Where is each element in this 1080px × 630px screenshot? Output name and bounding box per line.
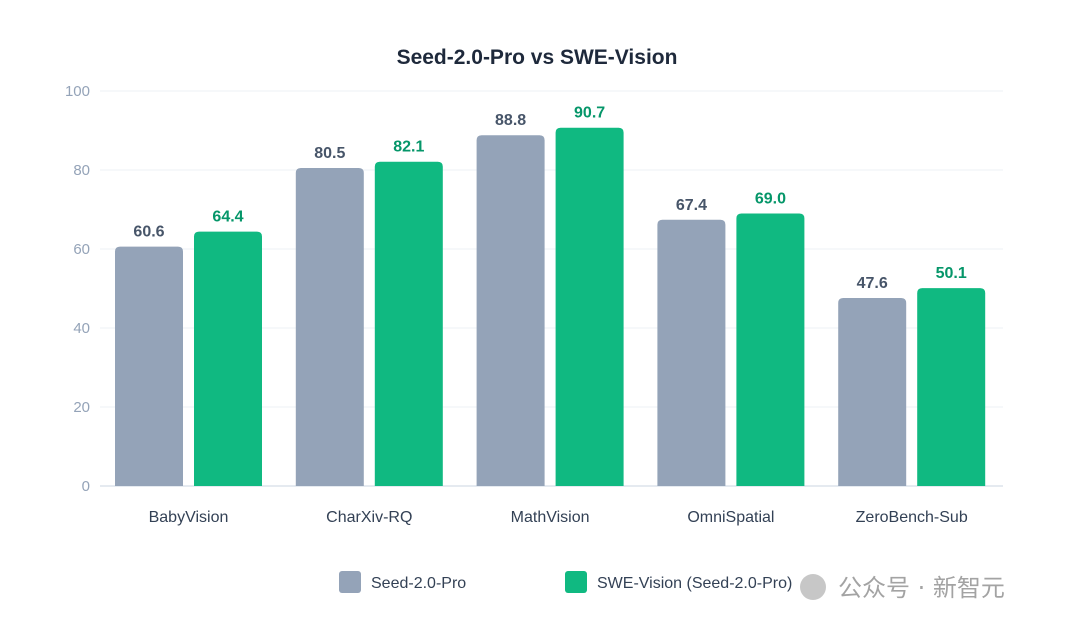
y-tick-label: 80 bbox=[73, 162, 90, 179]
data-label: 60.6 bbox=[133, 224, 164, 241]
watermark: 公众号 · 新智元 bbox=[838, 574, 1005, 602]
bar-seed bbox=[115, 246, 183, 486]
wechat-icon bbox=[800, 574, 826, 600]
bar-seed bbox=[838, 297, 907, 486]
bar-seed bbox=[295, 168, 364, 486]
bar-swe-vision bbox=[736, 213, 805, 486]
x-tick-label: MathVision bbox=[511, 509, 590, 526]
bar-swe-vision bbox=[555, 127, 624, 487]
chart-title: Seed-2.0-Pro vs SWE-Vision bbox=[397, 46, 678, 69]
y-tick-label: 0 bbox=[82, 478, 90, 495]
x-tick-label: ZeroBench-Sub bbox=[856, 509, 968, 526]
legend-swatch bbox=[339, 571, 361, 593]
y-tick-label: 40 bbox=[73, 320, 90, 337]
legend-label: Seed-2.0-Pro bbox=[371, 575, 466, 592]
y-tick-label: 20 bbox=[73, 399, 90, 416]
bar-swe-vision bbox=[194, 231, 262, 486]
bar-seed bbox=[476, 135, 545, 487]
legend-label: SWE-Vision (Seed-2.0-Pro) bbox=[597, 575, 792, 592]
data-label: 67.4 bbox=[676, 197, 707, 214]
data-label: 64.4 bbox=[212, 209, 243, 226]
bar-seed bbox=[657, 219, 726, 486]
legend-swatch bbox=[565, 571, 587, 593]
x-tick-label: BabyVision bbox=[149, 509, 229, 526]
data-label: 47.6 bbox=[857, 275, 888, 292]
x-tick-label: OmniSpatial bbox=[687, 509, 774, 526]
bar-swe-vision bbox=[917, 288, 986, 486]
y-tick-label: 100 bbox=[65, 83, 90, 100]
x-tick-label: CharXiv-RQ bbox=[326, 509, 412, 526]
data-label: 90.7 bbox=[574, 105, 605, 122]
data-label: 82.1 bbox=[393, 139, 424, 156]
data-label: 69.0 bbox=[755, 190, 786, 207]
data-label: 88.8 bbox=[495, 112, 526, 129]
bar-swe-vision bbox=[374, 161, 443, 486]
data-label: 50.1 bbox=[936, 265, 967, 282]
y-tick-label: 60 bbox=[73, 241, 90, 258]
data-label: 80.5 bbox=[314, 145, 345, 162]
